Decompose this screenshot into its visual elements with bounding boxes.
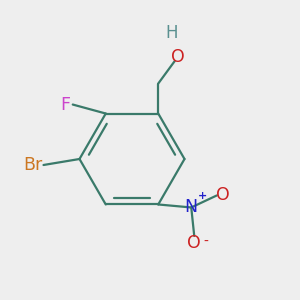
Text: N: N — [185, 199, 198, 217]
Text: H: H — [166, 23, 178, 41]
Text: -: - — [203, 234, 208, 248]
Text: O: O — [188, 235, 201, 253]
Text: +: + — [198, 191, 207, 201]
Text: O: O — [172, 47, 185, 65]
Text: O: O — [217, 187, 230, 205]
Text: Br: Br — [23, 156, 43, 174]
Text: F: F — [60, 95, 70, 113]
